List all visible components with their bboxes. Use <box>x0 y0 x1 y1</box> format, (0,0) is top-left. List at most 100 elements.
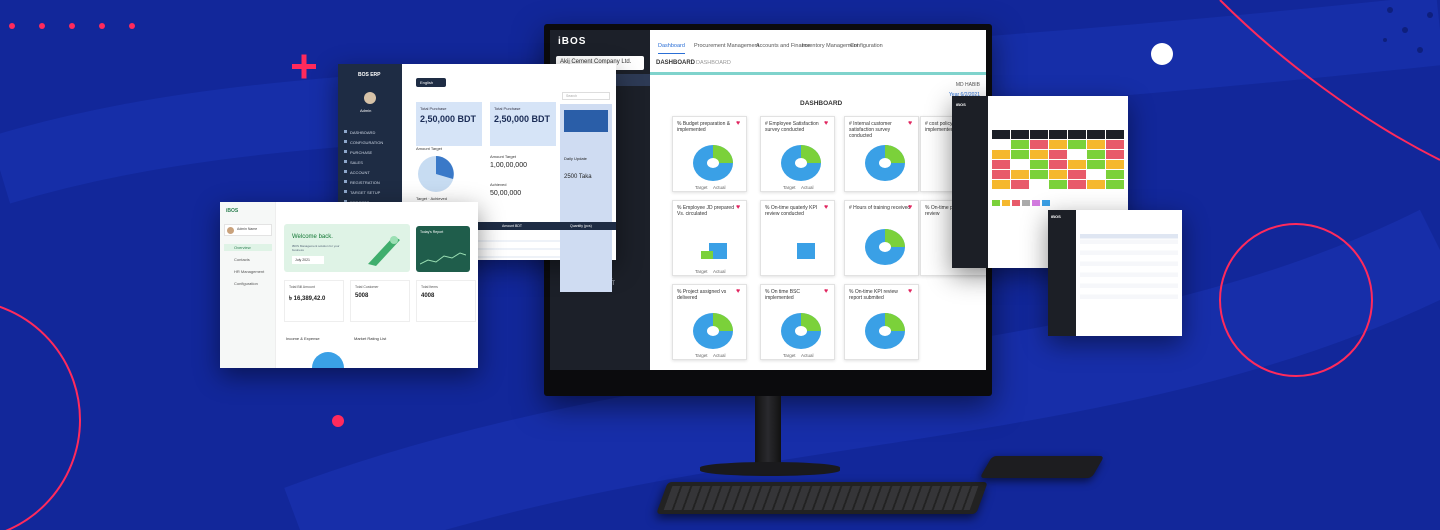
tab-procurement[interactable]: Procurement Management <box>694 43 760 49</box>
daily-update-label: Daily Update <box>564 156 587 161</box>
heart-icon[interactable]: ♥ <box>908 120 913 127</box>
table-row <box>1080 294 1178 299</box>
table-row <box>1080 245 1178 250</box>
user-card[interactable]: Admin Name <box>224 224 272 236</box>
heart-icon[interactable]: ♥ <box>824 288 829 295</box>
calendar-cell <box>1106 140 1124 149</box>
nav-icon <box>344 170 347 173</box>
kpi-donut-chart <box>693 145 733 181</box>
overview-sidebar: iBOS Admin Name Overview Contacts HR Man… <box>220 202 276 368</box>
search-input[interactable]: Search <box>562 92 610 100</box>
calendar-cell <box>1087 150 1105 159</box>
income-pie-chart <box>312 352 344 368</box>
welcome-title: Welcome back. <box>292 234 333 240</box>
dashboard-title: DASHBOARD <box>800 100 843 107</box>
nav-icon <box>344 150 347 153</box>
nav-item-sales[interactable]: SALES <box>344 160 363 165</box>
chart-title: Amount Target <box>416 146 442 151</box>
calendar-cell <box>1049 140 1067 149</box>
todays-report-card: Today's Report <box>416 226 470 272</box>
heart-icon[interactable]: ♥ <box>736 120 741 127</box>
kpi-card-legend: Actual <box>713 269 726 274</box>
rocket-illustration <box>368 236 400 266</box>
nav-item-hr[interactable]: HR Management <box>234 269 265 274</box>
donut-hole <box>795 158 807 168</box>
kpi-card[interactable]: # Internal customer satisfaction survey … <box>844 116 919 192</box>
donut-slice <box>801 313 821 331</box>
calendar-cell <box>1068 160 1086 169</box>
calendar-cell <box>1087 170 1105 179</box>
table-row <box>1080 234 1178 239</box>
kpi-card[interactable]: % Project assigned vs delivered ♥ Target Ac… <box>672 284 747 360</box>
kpi-donut-chart <box>781 145 821 181</box>
nav-icon <box>344 130 347 133</box>
nav-item-registration[interactable]: REGISTRATION <box>344 180 380 185</box>
bar-mark <box>797 243 815 259</box>
date-badge[interactable]: July 2021 <box>292 256 324 264</box>
nav-item-account[interactable]: ACCOUNT <box>344 170 370 175</box>
tab-accounts[interactable]: Accounts and Finance <box>756 43 811 49</box>
kpi-card[interactable]: % Employee JD prepared Vs. circulated ♥ Ta… <box>672 200 747 276</box>
avatar <box>364 92 376 104</box>
table-row <box>1080 272 1178 277</box>
achieved-label: Achieved <box>490 182 507 187</box>
kpi-card[interactable]: % On time BSC implemented ♥ Target Actual <box>760 284 835 360</box>
heart-icon[interactable]: ♥ <box>736 204 741 211</box>
tab-dashboard[interactable]: Dashboard <box>658 40 685 54</box>
keyboard <box>656 482 988 514</box>
table-row <box>1080 283 1178 288</box>
monitor-screen: iBOS Akij Cement Company Ltd. DASHBOARD … <box>550 30 986 370</box>
monitor-base <box>700 462 840 476</box>
kpi-card-legend: Target <box>695 269 708 274</box>
kpi-card-title: % Project assigned vs delivered <box>677 289 727 301</box>
calendar-cell <box>1049 180 1067 189</box>
calendar-cell <box>992 150 1010 159</box>
table-row <box>1080 239 1178 244</box>
calendar-cell <box>992 170 1010 179</box>
heart-icon[interactable]: ♥ <box>824 204 829 211</box>
nav-item-configuration[interactable]: Configuration <box>234 281 258 286</box>
kpi-card-title: % On-time performance review <box>925 205 978 217</box>
donut-slice <box>885 313 905 331</box>
keyboard-keys <box>663 486 979 510</box>
kpi-card[interactable]: # Employee Satisfaction survey conducted… <box>760 116 835 192</box>
calendar-cell <box>1068 170 1086 179</box>
table-sidebar: iBOS <box>1048 210 1076 336</box>
heart-icon[interactable]: ♥ <box>824 120 829 127</box>
income-expense-title: Income & Expense <box>286 336 320 341</box>
heart-icon[interactable]: ♥ <box>908 204 913 211</box>
nav-item-configuration[interactable]: CONFIGURATION <box>344 140 383 145</box>
calendar-cell <box>1030 170 1048 179</box>
date-filter[interactable]: Year 6/2/2021 <box>949 92 980 98</box>
nav-item-purchase[interactable]: PURCHASE <box>344 150 372 155</box>
monitor: iBOS Akij Cement Company Ltd. DASHBOARD … <box>544 24 992 396</box>
kpi-card[interactable]: % On-time quaterly KPI review conducted ♥ <box>760 200 835 276</box>
nav-icon <box>344 190 347 193</box>
language-select[interactable]: English <box>416 78 446 87</box>
floating-window-table: iBOS <box>1048 210 1182 336</box>
calendar-cell <box>1011 150 1029 159</box>
tab-inventory[interactable]: Inventory Management <box>802 43 859 49</box>
heart-icon[interactable]: ♥ <box>736 288 741 295</box>
side-panel: Daily Update 2500 Taka <box>560 104 612 292</box>
calendar-cell <box>1068 150 1086 159</box>
nav-item-dashboard[interactable]: DASHBOARD <box>344 130 375 135</box>
kpi-card[interactable]: % Budget preparation & implemented ♥ Targe… <box>672 116 747 192</box>
donut-hole <box>707 158 719 168</box>
kpi-donut-chart <box>797 243 815 259</box>
user-name[interactable]: MD HABIB <box>955 82 980 88</box>
kpi-card[interactable]: % On-time KPI review report submited ♥ <box>844 284 919 360</box>
overview-logo: iBOS <box>226 208 239 214</box>
kpi-card[interactable]: # Hours of training received ♥ <box>844 200 919 276</box>
calendar-cell <box>1087 140 1105 149</box>
kpi-donut-chart <box>865 313 905 349</box>
nav-item-overview[interactable]: Overview <box>224 244 272 251</box>
tab-configuration[interactable]: Configuration <box>850 43 883 49</box>
heart-icon[interactable]: ♥ <box>908 288 913 295</box>
nav-item-contacts[interactable]: Contacts <box>234 257 250 262</box>
accounts-logo: BOS ERP <box>358 72 381 78</box>
calendar-cell <box>1049 150 1067 159</box>
report-sparkline <box>420 252 466 265</box>
floating-window-overview: iBOS Admin Name Overview Contacts HR Man… <box>220 202 478 368</box>
nav-item-target-setup[interactable]: TARGET SETUP <box>344 190 380 195</box>
